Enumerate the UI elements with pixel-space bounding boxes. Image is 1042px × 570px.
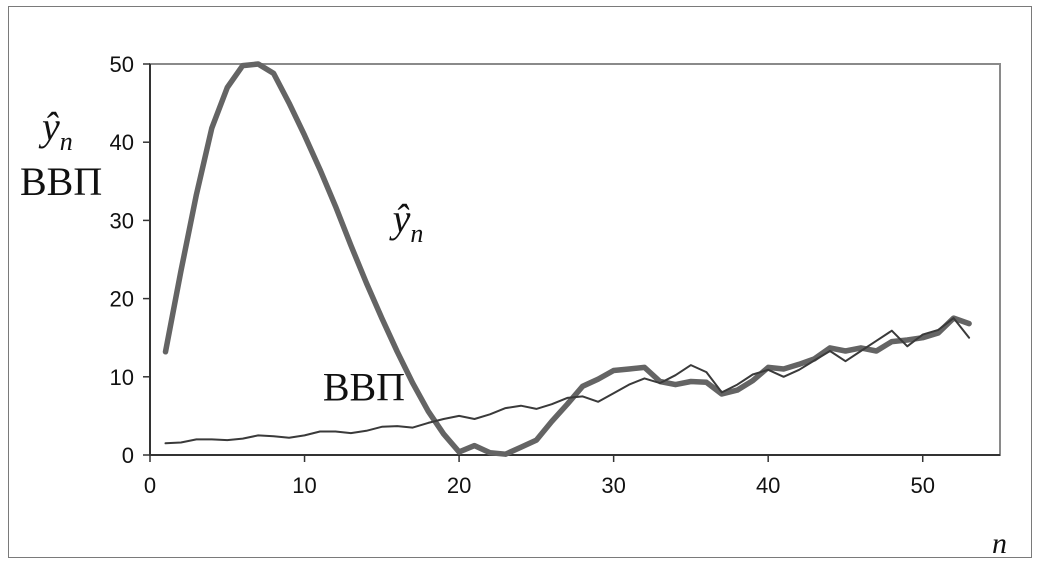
series-vvp-line: [164, 317, 971, 445]
x-tick-label: 50: [910, 473, 934, 498]
y-tick-label: 40: [110, 130, 134, 155]
axes-layer: 0 10 20 30 40 50 0 10 20 30 40 50: [110, 52, 1000, 498]
series-yhat: [162, 61, 972, 457]
series-vvp: [164, 317, 971, 445]
y-axis-yhat-label-subscript: n: [60, 127, 73, 156]
x-tick-label: 0: [144, 473, 156, 498]
series-layer: [162, 61, 972, 457]
y-tick-label: 30: [110, 208, 134, 233]
y-tick-label: 0: [122, 443, 134, 468]
x-tick-label: 10: [292, 473, 316, 498]
x-axis-label: n: [992, 527, 1007, 560]
y-tick-label: 50: [110, 52, 134, 77]
annotation-vvp: ВВП: [323, 365, 405, 410]
x-tick-label: 30: [601, 473, 625, 498]
y-axis-vvp-label: ВВП: [20, 159, 102, 204]
annotation-yhat: ŷn: [389, 196, 424, 248]
series-yhat-line: [162, 61, 972, 457]
annotation-yhat-subscript: n: [410, 219, 423, 248]
x-tick-label: 40: [756, 473, 780, 498]
y-tick-label: 20: [110, 287, 134, 312]
y-tick-label: 10: [110, 365, 134, 390]
x-tick-label: 20: [447, 473, 471, 498]
y-axis-yhat-label: ŷn: [38, 104, 73, 156]
